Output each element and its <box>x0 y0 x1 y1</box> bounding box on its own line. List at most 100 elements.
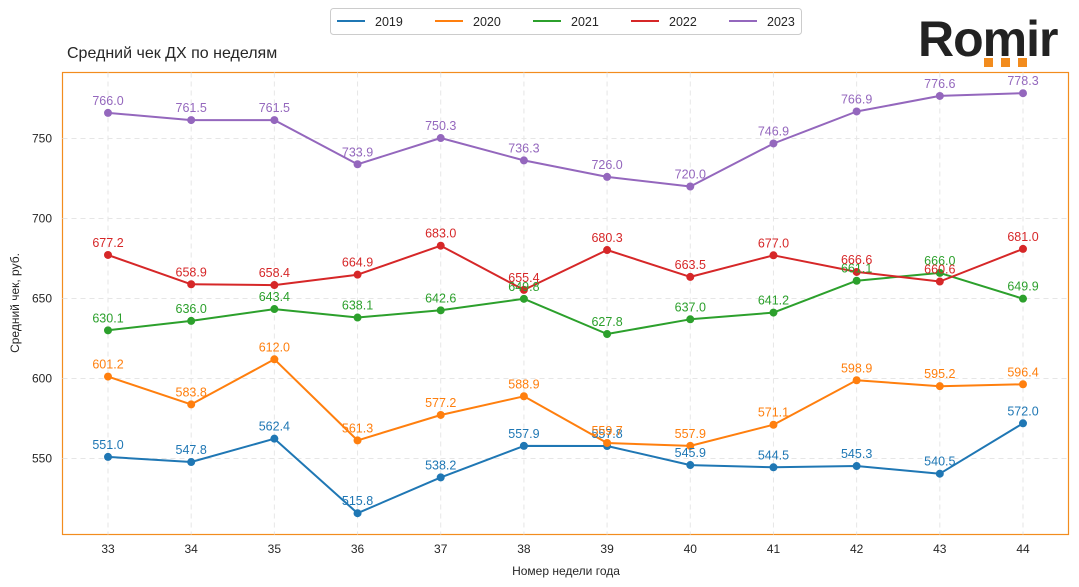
legend: 2019 2020 2021 2022 2023 <box>330 8 802 35</box>
data-point-2021 <box>353 313 362 322</box>
data-label-2021: 627.8 <box>591 315 622 329</box>
legend-label-2020: 2020 <box>473 15 501 29</box>
data-label-2022: 660.6 <box>924 263 955 277</box>
data-point-2023 <box>852 107 861 116</box>
x-tick-label: 42 <box>850 542 864 556</box>
data-point-2020 <box>603 438 612 447</box>
data-label-2021: 636.0 <box>176 302 207 316</box>
data-label-2022: 658.4 <box>259 266 290 280</box>
data-label-2020: 583.8 <box>176 385 207 399</box>
data-point-2023 <box>603 172 612 181</box>
romir-logo: Romir <box>918 11 1059 67</box>
data-label-2023: 746.9 <box>758 124 789 138</box>
x-tick-label: 36 <box>351 542 365 556</box>
legend-label-2021: 2021 <box>571 15 599 29</box>
series-line-2021 <box>107 271 1024 335</box>
data-point-2020 <box>353 436 362 445</box>
x-tick-label: 41 <box>767 542 781 556</box>
series-line-2022 <box>107 244 1024 291</box>
data-label-2019: 562.4 <box>259 420 290 434</box>
data-point-2019 <box>852 462 861 471</box>
data-label-2022: 683.0 <box>425 227 456 241</box>
data-label-2022: 677.2 <box>92 236 123 250</box>
data-point-2020 <box>436 410 445 419</box>
data-label-2021: 638.1 <box>342 299 373 313</box>
data-point-2019 <box>270 434 279 443</box>
data-label-2023: 726.0 <box>591 158 622 172</box>
data-point-2021 <box>603 330 612 339</box>
data-label-2022: 664.9 <box>342 256 373 270</box>
data-label-2019: 557.8 <box>591 427 622 441</box>
logo-dot <box>984 58 993 67</box>
data-point-2021 <box>686 315 695 324</box>
data-point-2021 <box>519 294 528 303</box>
data-label-2019: 572.0 <box>1007 404 1038 418</box>
data-point-2022 <box>852 267 861 276</box>
data-point-2022 <box>104 250 112 259</box>
data-point-2023 <box>104 108 112 117</box>
data-label-2019: 545.3 <box>841 447 872 461</box>
data-point-2021 <box>769 308 778 317</box>
legend-label-2019: 2019 <box>375 15 403 29</box>
data-labels: 551.0 547.8 562.4 515.8 538.2 557.9 557.8 545.9… <box>92 74 1038 508</box>
y-tick-label: 650 <box>32 292 52 306</box>
data-point-2020 <box>852 376 861 385</box>
data-point-2022 <box>1019 244 1027 253</box>
data-point-2023 <box>935 91 944 100</box>
data-label-2021: 643.4 <box>259 290 290 304</box>
data-label-2021: 666.0 <box>924 254 955 268</box>
data-label-2020: 588.9 <box>508 377 539 391</box>
data-point-2023 <box>769 139 778 148</box>
y-tick-label: 700 <box>32 212 52 226</box>
logo-text: Romir <box>918 11 1058 67</box>
x-tick-label: 37 <box>434 542 448 556</box>
data-point-2023 <box>436 134 445 143</box>
x-tick-label: 33 <box>101 542 115 556</box>
data-label-2019: 538.2 <box>425 458 456 472</box>
data-point-2021 <box>1019 294 1027 303</box>
data-point-2019 <box>935 469 944 478</box>
data-label-2020: 559.7 <box>591 424 622 438</box>
data-point-2023 <box>353 160 362 169</box>
series-line-2019 <box>107 422 1024 515</box>
data-label-2022: 655.4 <box>508 271 539 285</box>
data-point-2021 <box>852 276 861 285</box>
grid <box>62 72 1069 535</box>
data-label-2021: 630.1 <box>92 311 123 325</box>
y-tick-label: 750 <box>32 132 52 146</box>
x-tick-label: 34 <box>185 542 199 556</box>
data-label-2023: 720.0 <box>675 168 706 182</box>
x-tick-label: 40 <box>684 542 698 556</box>
y-axis: 550 600 650 700 750 <box>32 132 52 466</box>
data-label-2023: 766.9 <box>841 92 872 106</box>
data-point-2019 <box>769 463 778 472</box>
chart-title: Средний чек ДХ по неделям <box>67 45 277 62</box>
data-point-2020 <box>1019 380 1027 389</box>
legend-box <box>330 8 802 35</box>
data-label-2023: 778.3 <box>1007 74 1038 88</box>
y-tick-label: 600 <box>32 372 52 386</box>
data-label-2019: 544.5 <box>758 448 789 462</box>
data-point-2019 <box>519 441 528 450</box>
data-label-2020: 571.1 <box>758 406 789 420</box>
data-label-2020: 595.2 <box>924 367 955 381</box>
data-point-2022 <box>603 246 612 255</box>
data-point-2022 <box>187 280 196 289</box>
data-label-2020: 596.4 <box>1007 365 1038 379</box>
legend-label-2022: 2022 <box>669 15 697 29</box>
series-line-2020 <box>107 358 1024 447</box>
data-label-2019: 551.0 <box>92 438 123 452</box>
data-label-2019: 540.5 <box>924 455 955 469</box>
data-label-2020: 601.2 <box>92 358 123 372</box>
data-label-2023: 761.5 <box>259 101 290 115</box>
data-point-2022 <box>353 270 362 279</box>
data-label-2019: 545.9 <box>675 446 706 460</box>
data-point-2022 <box>270 281 279 290</box>
data-point-2019 <box>187 458 196 467</box>
x-tick-label: 35 <box>268 542 282 556</box>
data-label-2023: 776.6 <box>924 77 955 91</box>
data-label-2021: 661.1 <box>841 262 872 276</box>
data-point-2020 <box>104 372 112 381</box>
legend-label-2023: 2023 <box>767 15 795 29</box>
data-point-2019 <box>686 461 695 470</box>
